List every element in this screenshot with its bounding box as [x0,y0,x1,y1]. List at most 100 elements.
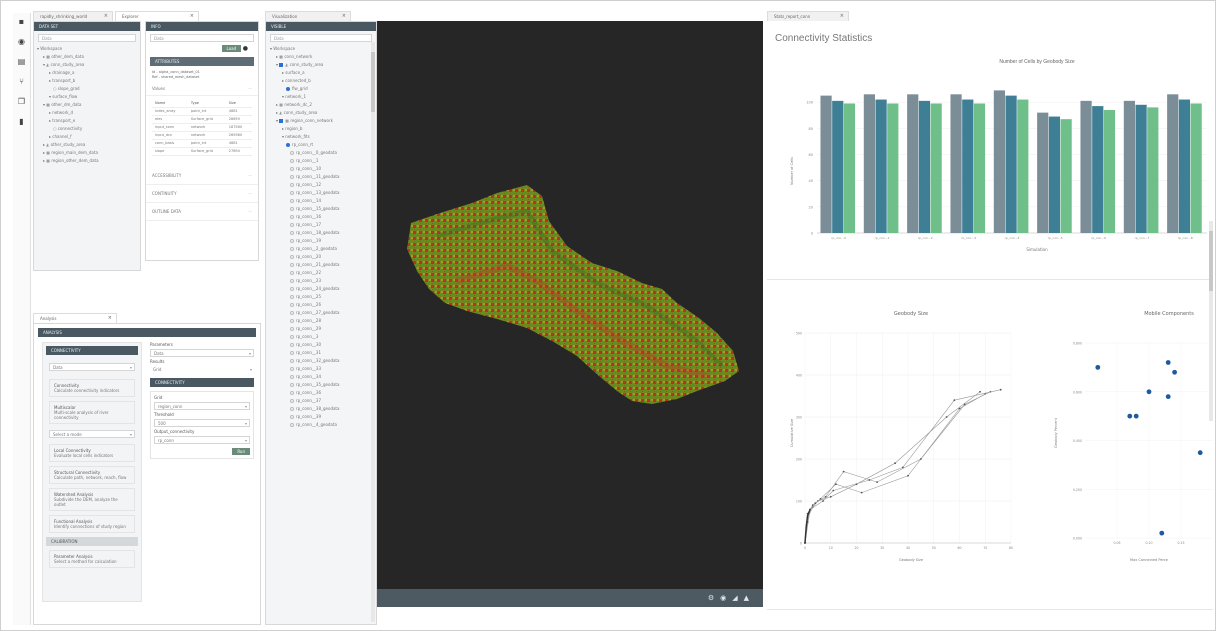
layers-icon[interactable]: ▤ [17,57,26,66]
mode-select-2[interactable]: Select a mode [49,430,135,438]
layer-item[interactable]: rp_conn__15_geodata [270,205,376,213]
table-row[interactable]: input_dcn network 265980 [152,131,252,140]
close-icon[interactable]: × [189,13,194,19]
layer-item[interactable]: rp_conn__18_geodata [270,229,376,237]
layer-item[interactable]: rp_conn__22 [270,269,376,277]
layer-item[interactable]: rp_conn__23 [270,277,376,285]
tree-item[interactable]: ▸ transport_e [49,118,76,123]
tree-item[interactable]: ▾ Workspace [37,46,63,51]
tree-item[interactable]: ▾ ▦ other_dm_data [43,102,82,107]
layer-item[interactable]: rp_conn__29 [270,325,376,333]
layer-item[interactable]: rp_conn__17 [270,221,376,229]
layer-item[interactable]: rp_conn__24_geodata [270,285,376,293]
layer-item[interactable]: rp_conn__20 [270,253,376,261]
close-icon[interactable]: × [103,13,108,19]
watershed-item[interactable]: Watershed Analysis Subdivide the DEM, ana… [49,488,135,511]
tree-item[interactable]: ▾ surface_flow [49,94,78,99]
circle-icon[interactable]: ◉ [18,37,25,46]
settings-icon[interactable]: ⚙ [707,594,721,602]
layer-item[interactable]: rp_conn__14 [270,197,376,205]
tree-item[interactable]: ▸ drainage_a [49,70,75,75]
layer-item[interactable]: rp_conn__19 [270,237,376,245]
close-icon[interactable]: × [341,13,346,19]
tab-explorer[interactable]: Explorer × [115,11,199,21]
layer-item[interactable]: rp_conn__38_geodata [270,405,376,413]
accessibility-section[interactable]: ACCESSIBILITY [146,167,258,185]
pin-icon[interactable]: ▲ [743,594,755,602]
layer-item[interactable]: flw_grid [270,85,376,93]
tree-item[interactable]: ▸ ◭ other_study_area [43,142,86,147]
branch-icon[interactable]: ⑂ [19,77,24,86]
layer-item[interactable]: ▸ ◭ conn_study_area [276,110,318,115]
tab-analysis[interactable]: Analysis × [33,313,117,323]
table-row[interactable]: elev Surface_grid 28659 [152,115,252,124]
camera-icon[interactable]: ◉ [720,594,733,602]
tree-item[interactable]: ▸ ▦ region_main_dem_data [43,150,98,155]
layer-item[interactable]: rp_conn__10 [270,165,376,173]
threshold-input[interactable]: 500 [154,419,250,427]
layer-item[interactable]: rp_conn__12 [270,181,376,189]
layers-filter[interactable]: Data [270,34,372,42]
layer-item[interactable]: rp_conn__32_geodata [270,357,376,365]
viewport-3d[interactable]: ⚙◉◢▲ [377,21,763,607]
layer-item[interactable]: rp_conn__34 [270,373,376,381]
layer-item[interactable]: ▸ connected_b [282,78,311,83]
layer-item[interactable]: rp_conn__25 [270,293,376,301]
layer-item[interactable]: rp_conn__26 [270,301,376,309]
tab-visualization[interactable]: Visualization × [265,11,351,21]
layer-item[interactable]: rp_conn__0_geodata [270,149,376,157]
layer-item[interactable]: ▸ region_b [282,126,303,131]
layer-item[interactable]: rp_conn__30 [270,341,376,349]
grid-select[interactable]: region_conn [154,402,250,410]
functional-item[interactable]: Functional Analysis Identify connections … [49,515,135,533]
run-button[interactable]: Run [232,448,250,455]
tree-item[interactable]: ▸ transport_b [49,78,76,83]
layer-item[interactable]: ▾ network_fits [282,134,310,139]
mode-select[interactable]: Data [49,363,135,371]
layer-item[interactable]: rp_conn__28 [270,317,376,325]
close-icon[interactable]: × [839,13,844,19]
layer-item[interactable]: ▾ Workspace [270,46,296,51]
values-section[interactable]: Values [146,82,258,96]
table-row[interactable]: input_conn network 187560 [152,123,252,132]
layer-item[interactable]: rp_conn__4_geodata [270,421,376,429]
report-scrollbar[interactable] [1209,221,1213,421]
local-item[interactable]: Local Connectivity Evaluate local cells i… [49,444,135,462]
layer-item[interactable]: rp_conn__1 [270,157,376,165]
layer-item[interactable]: rp_conn__27_geodata [270,309,376,317]
multiscalar-item[interactable]: Multiscalar Multi-scale analysis of river… [49,401,135,424]
load-button[interactable]: Load [221,45,242,52]
layer-item[interactable]: ▸ ▦ conn_network [276,54,313,59]
menu-icon[interactable]: ▪ [18,17,25,26]
copy-icon[interactable]: ❐ [17,97,26,106]
tree-item[interactable]: ▸ ▦ other_dem_data [43,54,84,59]
tree-item[interactable]: ▸ network_d [49,110,74,115]
tree-item[interactable]: ○ slope_grad [53,86,80,91]
layer-item[interactable]: ▸ ▦ network_dc_2 [276,102,312,107]
connectivity-item[interactable]: Connectivity Calculate connectivity indic… [49,379,135,397]
tree-item[interactable]: ▸ ▦ region_other_dem_data [43,158,99,163]
tab-project[interactable]: rapidly_shrinking_world × [33,11,113,21]
explorer-search[interactable]: Data [38,34,136,42]
parameter-item[interactable]: Parameter Analysis Select a method for ca… [49,550,135,568]
close-icon[interactable]: × [107,315,112,321]
pin-icon[interactable]: ● [242,45,248,52]
layer-item[interactable]: rp_conn__11_geodata [270,173,376,181]
params-select[interactable]: Data [150,349,254,357]
layer-item[interactable]: rp_conn__16 [270,213,376,221]
layer-item[interactable]: rp_conn__2_geodata [270,245,376,253]
layer-item[interactable]: rp_conn__21_geodata [270,261,376,269]
layer-item[interactable]: rp_conn__39 [270,413,376,421]
details-filter[interactable]: Data [150,34,254,42]
layer-item[interactable]: ▾ ◭ conn_study_area [276,62,324,67]
table-row[interactable]: index_array point_int 4681 [152,107,252,116]
tab-stats[interactable]: Stats_report_conn × [767,11,849,21]
layer-item[interactable]: ▾ ▦ region_conn_network [276,118,333,123]
layer-item[interactable]: rp_conn__31 [270,349,376,357]
table-row[interactable]: conn_basis point_int 4681 [152,139,252,148]
layer-item[interactable]: ▾ network_1 [282,94,307,99]
layer-item[interactable]: rp_conn_rt [270,141,376,149]
results-value[interactable]: Grid [150,366,254,374]
layer-item[interactable]: rp_conn__37 [270,397,376,405]
layer-item[interactable]: rp_conn__36 [270,389,376,397]
